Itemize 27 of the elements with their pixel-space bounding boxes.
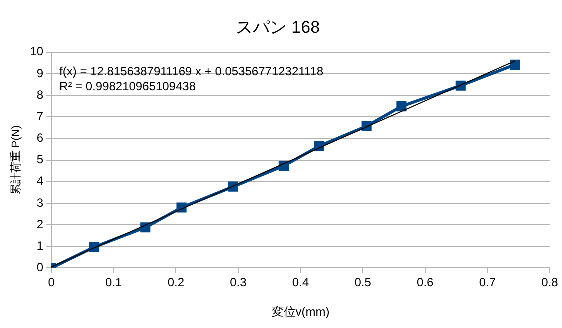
annotation: R² = 0.998210965109438 — [60, 80, 196, 94]
y-tick-label: 10 — [30, 44, 44, 59]
y-tick-label: 2 — [36, 217, 44, 232]
y-tick-label: 8 — [36, 88, 44, 102]
annotation: f(x) = 12.8156387911169 x + 0.053567712321118 — [60, 64, 324, 79]
x-tick-label: 0.7 — [479, 276, 496, 290]
x-tick-label: 0.3 — [230, 276, 248, 290]
x-tick-label: 0 — [48, 276, 56, 290]
y-tick-label: 4 — [36, 174, 44, 188]
y-tick-label: 1 — [36, 238, 44, 253]
y-tick-label: 5 — [36, 152, 44, 167]
y-tick-label: 9 — [36, 66, 44, 80]
point — [510, 60, 520, 70]
y-tick-label: 7 — [36, 109, 44, 124]
x-axis-title: 変位v(mm) — [272, 305, 330, 320]
x-tick-label: 0.1 — [106, 276, 123, 290]
x-tick-label: 0.8 — [542, 276, 559, 290]
chart-title: スパン 168 — [236, 18, 320, 37]
x-tick-label: 0.4 — [292, 276, 310, 290]
x-tick-label: 0.2 — [168, 276, 185, 290]
y-tick-label: 6 — [36, 131, 44, 146]
x-tick-label: 0.5 — [354, 276, 372, 290]
y-axis-title: 累計荷重 P(N) — [10, 125, 23, 196]
point — [396, 102, 407, 112]
y-tick-label: 3 — [36, 196, 44, 210]
x-tick-label: 0.6 — [417, 276, 434, 290]
y-tick-label: 0 — [36, 260, 44, 275]
